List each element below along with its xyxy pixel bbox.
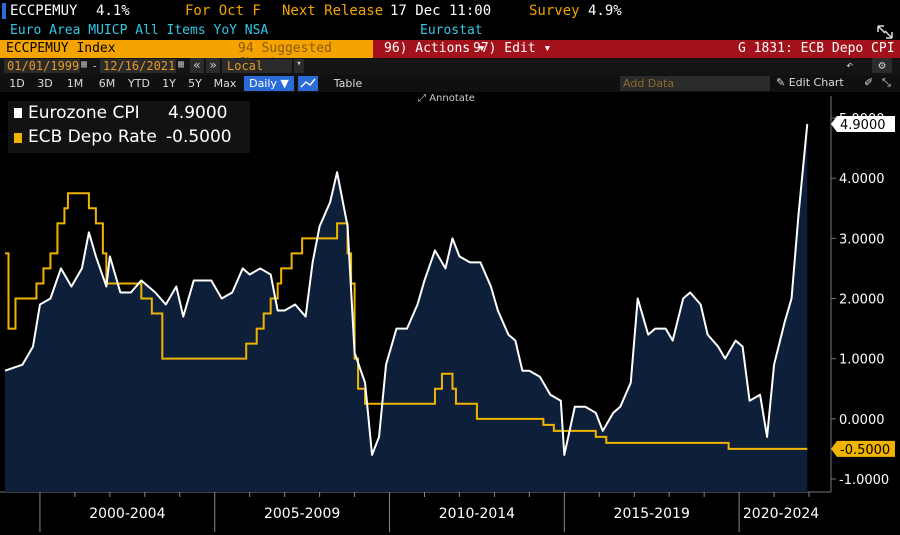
x-label: 2020-2024 (743, 506, 819, 522)
prev-large-button[interactable]: « (190, 58, 204, 73)
depo-last-tag (831, 440, 895, 457)
period-6m[interactable]: 6M (98, 77, 116, 90)
add-data-input[interactable]: Add Data (620, 76, 770, 91)
edit-button[interactable]: 97) Edit ▾ (473, 41, 552, 56)
period-5y[interactable]: 5Y (188, 77, 202, 90)
period: For Oct F (185, 3, 261, 19)
x-label: 2005-2009 (264, 506, 340, 522)
y-tick-label: -1.0000 (839, 473, 889, 488)
y-tick-label: 0.0000 (839, 413, 885, 428)
frequency-label: Daily (249, 77, 277, 90)
calendar-icon[interactable]: ▦ (178, 59, 185, 70)
x-label: 2000-2004 (89, 506, 165, 522)
x-label: 2010-2014 (439, 506, 515, 522)
actions-button[interactable]: 96) Actions ▾ (384, 41, 486, 56)
chart-name: G 1831: ECB Depo CPI (738, 41, 895, 56)
description: Euro Area MUICP All Items YoY NSA (10, 23, 269, 38)
next-release-label: Next Release (282, 3, 384, 19)
security-header: ECCPEMUY 4.1% For Oct F Next Release 17 … (0, 0, 900, 22)
y-axis: 5.00004.00003.00002.00001.00000.0000-1.0… (830, 96, 895, 492)
description-row: Euro Area MUICP All Items YoY NSA Eurost… (0, 22, 900, 40)
period-row: 1D 3D 1M 6M YTD 1Y 5Y Max Daily ▼ Table … (0, 75, 900, 92)
edit-chart-button[interactable]: ✎ Edit Chart (776, 76, 844, 89)
undo-icon[interactable]: ↶ (846, 58, 854, 72)
index-label: ECCPEMUY Index (6, 41, 116, 56)
next-large-button[interactable]: » (206, 58, 220, 73)
cpi-last-tag (831, 116, 895, 133)
ticker-marker (2, 3, 6, 19)
last-value: 4.1% (96, 3, 130, 19)
cpi-last-tag-label: 4.9000 (840, 118, 886, 133)
cpi-area (5, 124, 808, 492)
ticker[interactable]: ECCPEMUY (10, 3, 78, 19)
actions-label: 96) Actions (384, 41, 471, 56)
cpi-line (4, 123, 809, 456)
y-tick-label: 4.0000 (839, 172, 885, 187)
line-chart-icon[interactable] (298, 76, 318, 91)
period-1y[interactable]: 1Y (162, 77, 176, 90)
pin-icon[interactable]: ✐ (864, 76, 874, 89)
frequency-select[interactable]: Daily ▼ (244, 76, 294, 91)
period-ytd[interactable]: YTD (128, 77, 150, 90)
survey-value: 4.9% (588, 3, 622, 19)
range-dash: - (91, 59, 99, 73)
chevron-down-icon[interactable]: ▾ (294, 59, 304, 73)
period-3d[interactable]: 3D (37, 77, 53, 90)
table-button[interactable]: Table (333, 77, 363, 90)
legend-swatch-cpi (14, 108, 22, 118)
toolbar: ECCPEMUY Index 94 Suggested Charts 96) A… (0, 40, 900, 71)
end-date-field[interactable]: 12/16/2021 (100, 59, 176, 73)
legend-swatch-depo (14, 133, 22, 143)
x-axis-labels: 2000-2004 2005-2009 2010-2014 2015-2019 2020… (89, 506, 819, 522)
edit-label: 97) Edit (473, 41, 536, 56)
resize-icon[interactable]: ⤡ (882, 76, 891, 89)
source: Eurostat (420, 23, 483, 38)
annotate-label: Annotate (429, 93, 475, 104)
period-1m[interactable]: 1M (66, 77, 84, 90)
chart-area[interactable]: 5.00004.00003.00002.00001.00000.0000-1.0… (0, 92, 900, 535)
next-release-date: 17 Dec 11:00 (390, 3, 492, 19)
calendar-icon[interactable]: ▦ (81, 59, 88, 70)
index-field[interactable]: ECCPEMUY Index 94 Suggested Charts (0, 40, 373, 71)
legend-depo-value: -0.5000 (166, 127, 232, 147)
x-label: 2015-2019 (614, 506, 690, 522)
y-tick-label: 3.0000 (839, 232, 885, 247)
legend-cpi-name: Eurozone CPI (28, 103, 140, 123)
annotate-icon: ⤢ (418, 93, 426, 104)
legend (8, 101, 250, 153)
date-range-row: 01/01/1999 ▦ - 12/16/2021 ▦ « » ‹ › Loca… (0, 58, 900, 87)
currency-select[interactable]: Local CCY (224, 59, 292, 87)
gear-icon[interactable]: ⚙ (872, 58, 892, 73)
legend-cpi-value: 4.9000 (168, 103, 228, 123)
y-tick-label: 2.0000 (839, 293, 885, 308)
edit-chart-label: Edit Chart (788, 76, 844, 89)
depo-last-tag-label: -0.5000 (840, 443, 890, 458)
period-max[interactable]: Max (213, 77, 237, 90)
start-date-field[interactable]: 01/01/1999 (4, 59, 80, 73)
series-layer (4, 123, 809, 492)
survey-label: Survey (529, 3, 580, 19)
depo-line (5, 192, 808, 450)
y-tick-label: 1.0000 (839, 353, 885, 368)
annotate-button[interactable]: ⤢ Annotate (418, 93, 475, 104)
period-1d[interactable]: 1D (9, 77, 25, 90)
expand-icon[interactable] (876, 24, 894, 40)
legend-depo-name: ECB Depo Rate (28, 127, 157, 147)
